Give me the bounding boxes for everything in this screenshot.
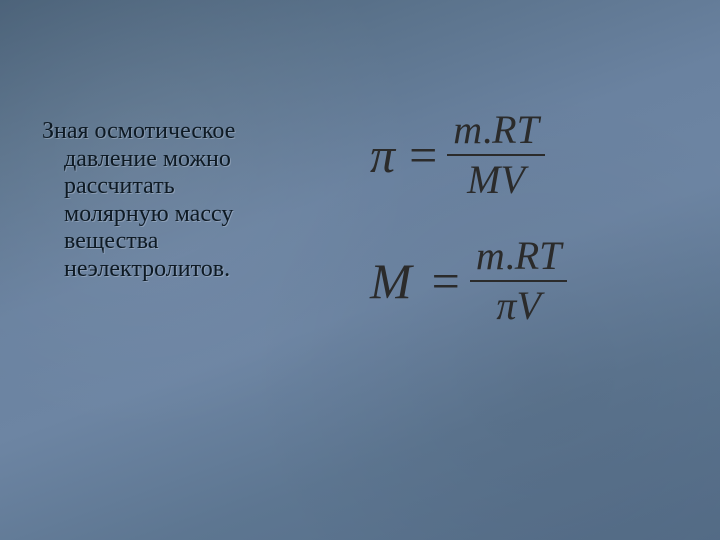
formula-m-lhs: M xyxy=(370,252,418,310)
description-text: Зная осмотическое давление можно рассчит… xyxy=(42,118,312,284)
formula-m-eq: = xyxy=(432,252,460,310)
formula-m-num-dot: . xyxy=(505,233,515,278)
formula-m-den-v: V xyxy=(516,283,540,328)
text-line-5: вещества xyxy=(42,228,312,256)
formula-pi-fraction: m.RT MV xyxy=(447,110,545,200)
formula-pi-numerator: m.RT xyxy=(447,110,545,150)
text-line-1: Зная осмотическое xyxy=(42,118,312,146)
formula-pi-num-m: m xyxy=(453,107,482,152)
formula-pi-denominator: MV xyxy=(461,160,531,200)
formula-m: M = m.RT πV xyxy=(370,236,690,326)
formula-m-num-rt: RT xyxy=(515,233,562,278)
formula-pi-num-rt: RT xyxy=(492,107,539,152)
formula-pi-lhs: π xyxy=(370,126,395,184)
formula-m-fraction: m.RT πV xyxy=(470,236,568,326)
formula-m-num-m: m xyxy=(476,233,505,278)
text-line-3: рассчитать xyxy=(42,173,312,201)
formula-pi: π = m.RT MV xyxy=(370,110,690,200)
formula-m-denominator: πV xyxy=(490,286,546,326)
text-line-2: давление можно xyxy=(42,146,312,174)
formula-pi-num-dot: . xyxy=(482,107,492,152)
text-line-4: молярную массу xyxy=(42,201,312,229)
formula-pi-eq: = xyxy=(409,126,437,184)
formula-m-den-pi: π xyxy=(496,283,516,328)
formula-block: π = m.RT MV M = m.RT πV xyxy=(370,110,690,362)
formula-pi-bar xyxy=(447,154,545,156)
formula-m-bar xyxy=(470,280,568,282)
text-line-6: неэлектролитов. xyxy=(42,256,312,284)
formula-m-numerator: m.RT xyxy=(470,236,568,276)
